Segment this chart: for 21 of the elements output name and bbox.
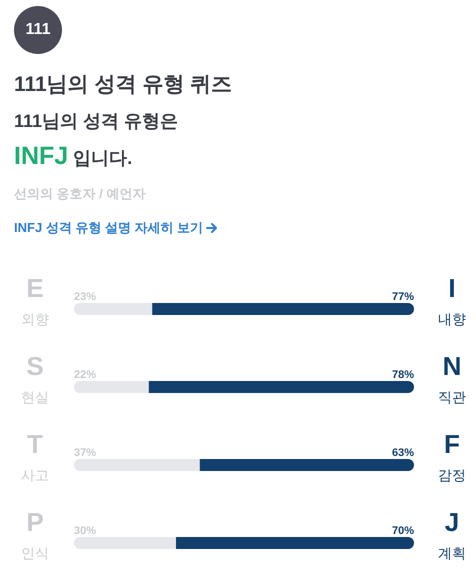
text: INFJ 입니다. [14, 142, 132, 170]
chart-subtitle: 111님의 성격 유형은 [14, 110, 178, 133]
chart-title: 111님의 성격 유형 퀴즈 [14, 72, 232, 98]
data-label: 77% [392, 291, 414, 303]
y2-tick-label: F 감정 [438, 429, 466, 483]
data-label: 63% [392, 447, 414, 459]
bar [152, 303, 414, 315]
bar [74, 459, 200, 471]
text: INFJ 성격 유형 설명 자세히 보기 [14, 219, 204, 237]
bar [148, 381, 414, 393]
bar [74, 381, 149, 393]
y2-tick-label: I 내향 [438, 273, 466, 327]
data-label: 70% [392, 525, 414, 537]
bar [200, 459, 414, 471]
y2-tick-label: N 직관 [438, 351, 466, 405]
bar [74, 537, 176, 549]
bar [74, 303, 152, 315]
text: 111 [14, 6, 62, 54]
bar [176, 537, 414, 549]
y2-tick-label: J 계획 [438, 507, 466, 561]
data-label: 78% [392, 369, 414, 381]
